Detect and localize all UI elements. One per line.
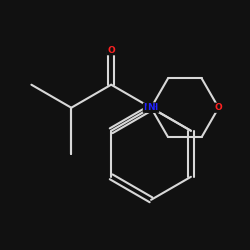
Text: N: N [147, 103, 155, 112]
Text: O: O [215, 103, 222, 112]
Text: NH: NH [144, 103, 159, 112]
Text: O: O [107, 46, 115, 55]
